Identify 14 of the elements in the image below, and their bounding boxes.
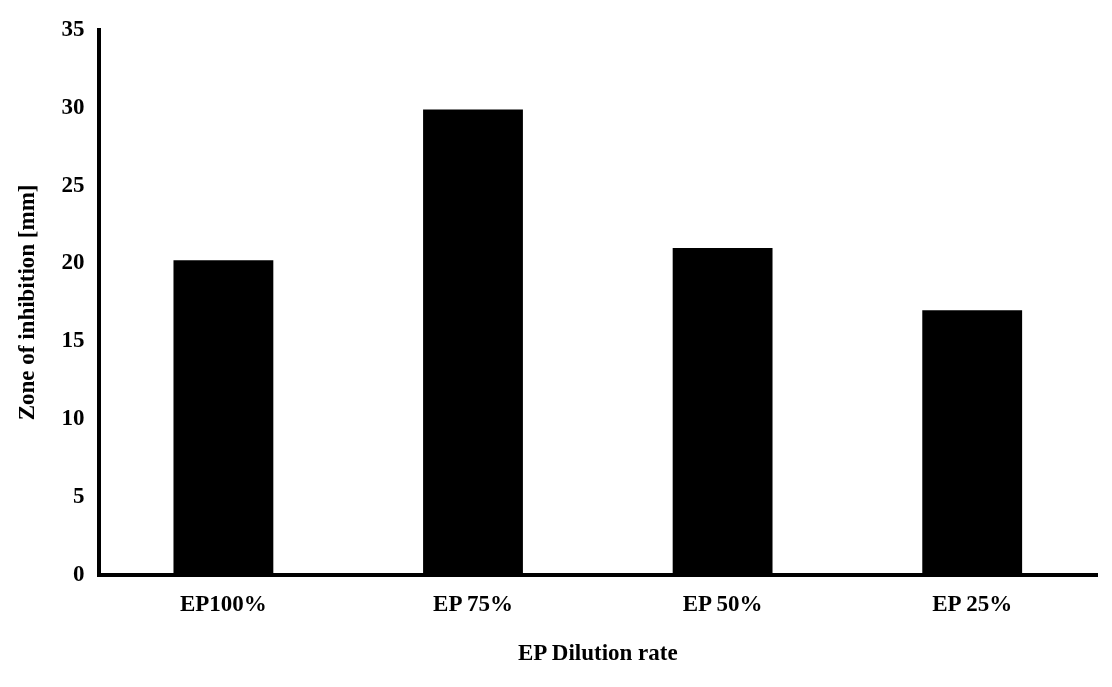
x-tick-label: EP 25%: [932, 590, 1013, 616]
x-tick-label: EP100%: [179, 590, 267, 616]
y-tick-label: 0: [73, 560, 85, 586]
y-tick-label: 25: [61, 171, 85, 197]
y-tick-label: 20: [61, 249, 85, 275]
y-tick-label: 15: [61, 327, 85, 353]
x-tick-label: EP 75%: [433, 590, 513, 616]
y-tick-label: 10: [61, 405, 85, 431]
x-axis-title: EP Dilution rate: [517, 640, 678, 666]
y-tick-label: 30: [61, 93, 85, 119]
x-tick-label: EP 50%: [682, 590, 763, 616]
y-axis-title: Zone of inhibition [mm]: [13, 184, 39, 421]
y-tick-label: 5: [73, 482, 85, 508]
y-tick-label: 35: [61, 15, 85, 41]
